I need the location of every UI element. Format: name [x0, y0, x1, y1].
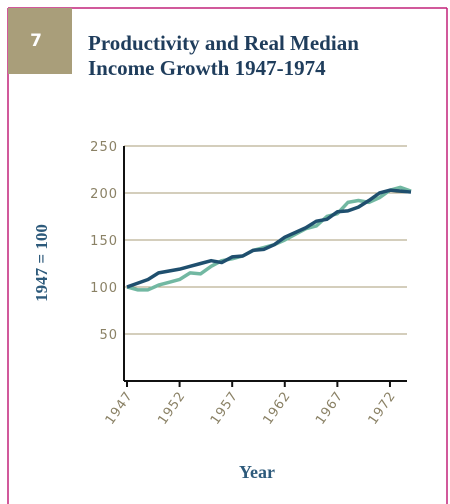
x-tick-label: 1967 — [313, 389, 347, 428]
chart-title: Income Growth 1947-1974 — [88, 56, 326, 80]
y-tick-label: 100 — [90, 281, 118, 296]
figure-box — [8, 8, 72, 74]
x-axis-label: Year — [239, 462, 275, 482]
x-tick-label: 1972 — [366, 389, 400, 428]
y-tick-label: 250 — [90, 140, 118, 155]
y-tick-label: 200 — [90, 187, 118, 202]
x-tick-label: 1947 — [103, 389, 137, 428]
y-tick-label: 150 — [90, 234, 118, 249]
data-line — [126, 188, 412, 289]
y-axis-label: 1947 = 100 — [32, 224, 51, 302]
x-tick-label: 1962 — [260, 389, 294, 428]
figure-number: 7 — [30, 31, 42, 51]
chart-title: Productivity and Real Median — [88, 31, 359, 55]
y-tick-label: 50 — [99, 328, 118, 343]
x-tick-label: 1957 — [208, 389, 242, 428]
x-tick-label: 1952 — [155, 389, 189, 428]
